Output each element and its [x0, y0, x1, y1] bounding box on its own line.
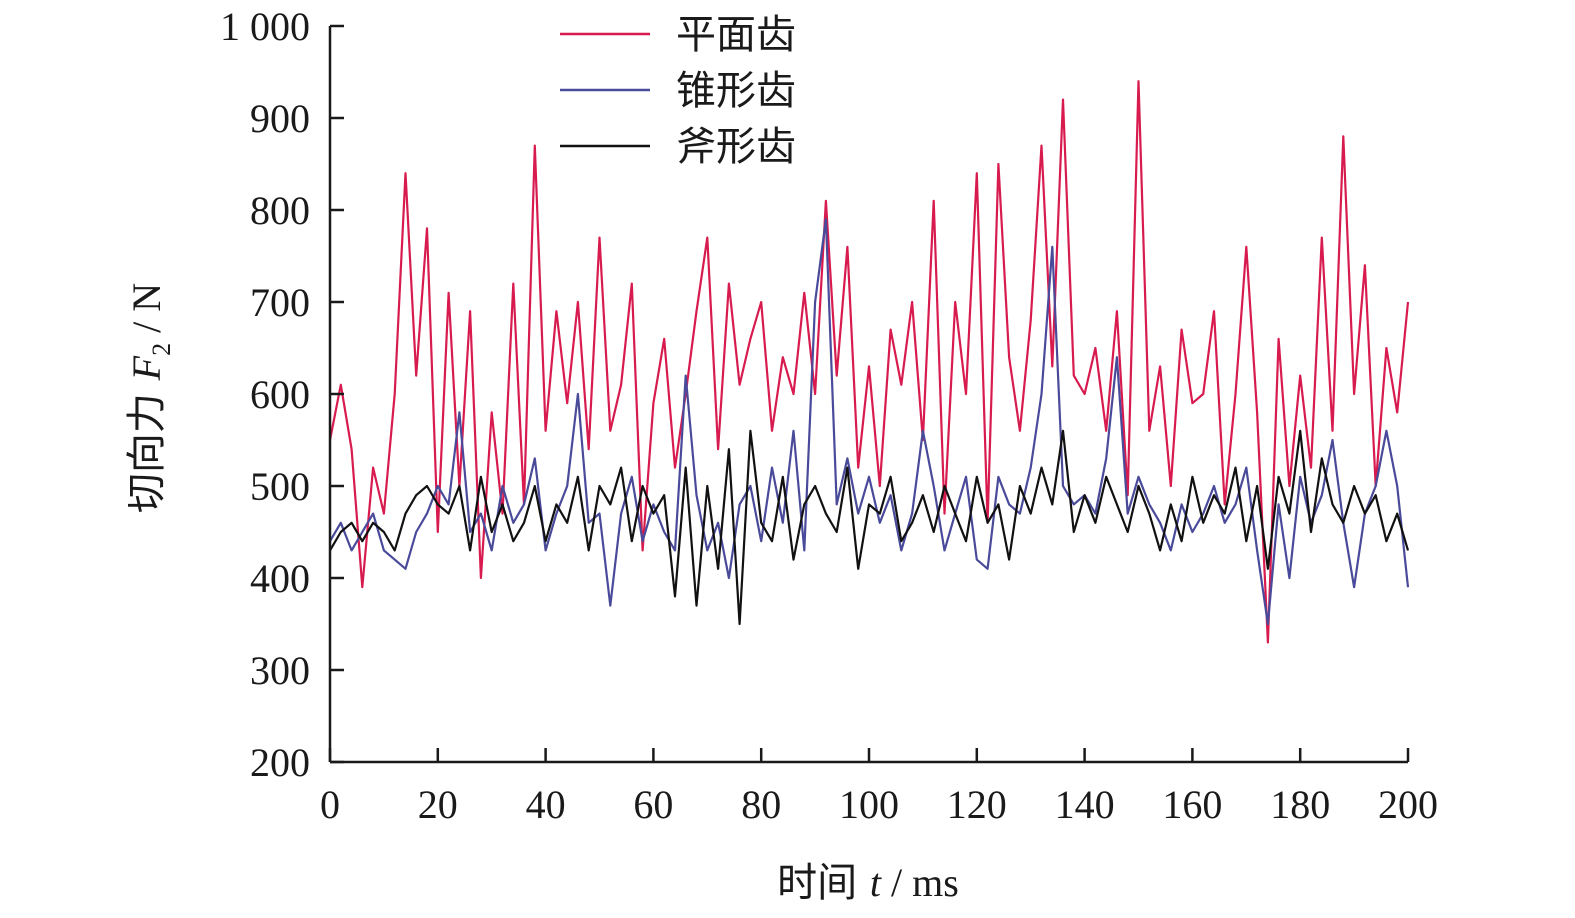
y-tick-label: 500 — [250, 464, 310, 509]
y-tick-label: 900 — [250, 96, 310, 141]
legend-label-2: 锥形齿 — [676, 68, 796, 114]
x-tick-label: 140 — [1055, 782, 1115, 827]
series-layer — [328, 80, 1410, 644]
y-tick-label: 1 000 — [220, 4, 310, 49]
y-tick-label: 700 — [250, 280, 310, 325]
y-tick-label: 300 — [250, 648, 310, 693]
x-tick-label: 120 — [947, 782, 1007, 827]
tick-layer: 200 300 400 500 600 700 800 900 1 000 0 20 40 60 80 10… — [220, 4, 1438, 827]
axes — [328, 26, 1408, 764]
x-tick-label: 200 — [1378, 782, 1438, 827]
x-tick-label: 80 — [741, 782, 781, 827]
y-tick-label: 600 — [250, 372, 310, 417]
series-line-3 — [329, 429, 1410, 626]
y-tick-label: 200 — [250, 740, 310, 785]
y-axis-title: 切向力 F2 / N — [124, 283, 176, 513]
x-tick-label: 60 — [633, 782, 673, 827]
x-tick-label: 0 — [320, 782, 340, 827]
x-tick-label: 20 — [418, 782, 458, 827]
series-line-1 — [328, 80, 1410, 644]
legend-label-3: 斧形齿 — [676, 124, 796, 170]
y-tick-label: 400 — [250, 556, 310, 601]
y-tick-label: 800 — [250, 188, 310, 233]
legend-label-1: 平面齿 — [676, 12, 796, 58]
series-line-2 — [329, 218, 1410, 626]
x-tick-label: 40 — [526, 782, 566, 827]
x-tick-label: 100 — [839, 782, 899, 827]
x-tick-label: 180 — [1270, 782, 1330, 827]
x-tick-label: 160 — [1162, 782, 1222, 827]
x-axis-title: 时间 t / ms — [777, 860, 959, 906]
